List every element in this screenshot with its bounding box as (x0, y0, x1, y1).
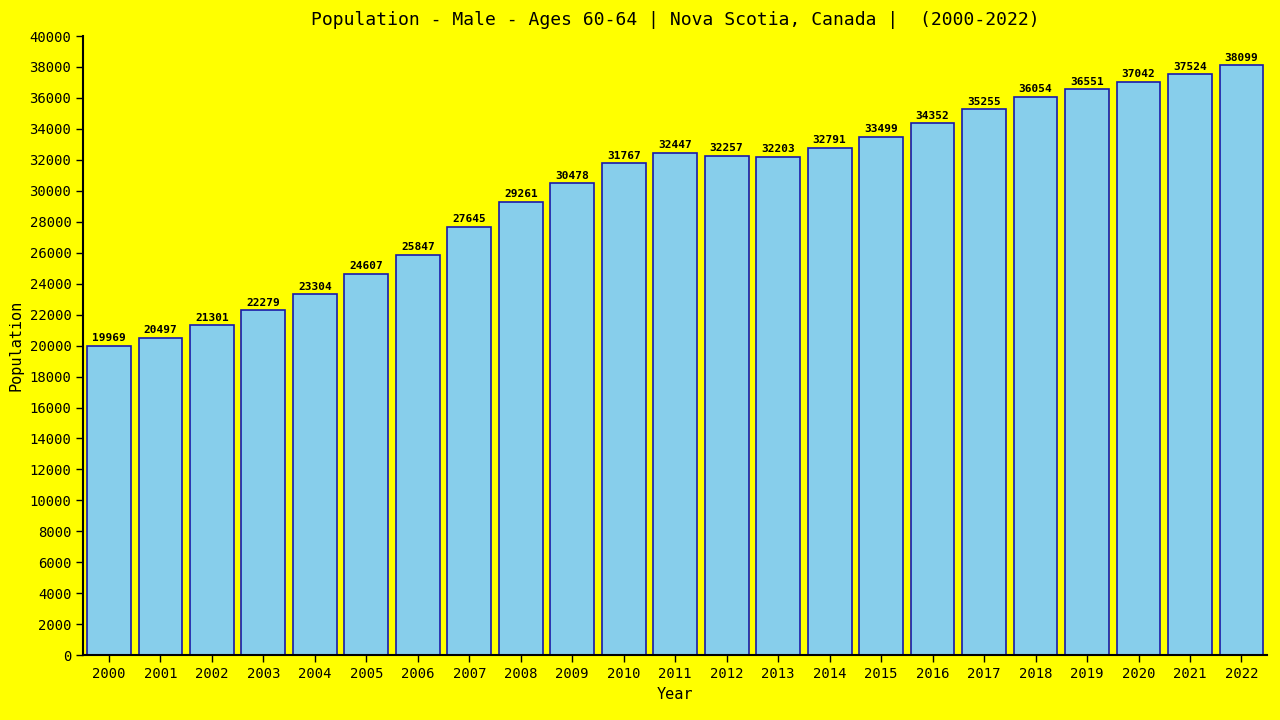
Text: 36054: 36054 (1019, 84, 1052, 94)
X-axis label: Year: Year (657, 687, 694, 701)
Bar (1220, 66, 1263, 655)
Text: 32203: 32203 (762, 144, 795, 154)
Text: 22279: 22279 (247, 297, 280, 307)
Bar (189, 325, 234, 655)
Bar (344, 274, 388, 655)
Bar (705, 156, 749, 655)
Bar (1014, 97, 1057, 655)
Bar (499, 202, 543, 655)
Bar (859, 137, 902, 655)
Bar (448, 228, 492, 655)
Text: 25847: 25847 (401, 243, 435, 252)
Bar (910, 123, 955, 655)
Text: 29261: 29261 (504, 189, 538, 199)
Text: 31767: 31767 (607, 150, 640, 161)
Y-axis label: Population: Population (9, 300, 24, 391)
Bar (653, 153, 698, 655)
Text: 21301: 21301 (195, 312, 229, 323)
Bar (1169, 74, 1212, 655)
Bar (87, 346, 131, 655)
Bar (1116, 82, 1161, 655)
Text: 33499: 33499 (864, 124, 899, 134)
Bar (756, 157, 800, 655)
Text: 37042: 37042 (1121, 69, 1156, 79)
Text: 23304: 23304 (298, 282, 332, 292)
Bar (808, 148, 851, 655)
Bar (396, 255, 440, 655)
Bar (550, 184, 594, 655)
Text: 32447: 32447 (658, 140, 692, 150)
Text: 30478: 30478 (556, 171, 589, 181)
Text: 37524: 37524 (1172, 61, 1207, 71)
Text: 27645: 27645 (452, 215, 486, 225)
Text: 32257: 32257 (710, 143, 744, 153)
Bar (138, 338, 182, 655)
Text: 35255: 35255 (968, 96, 1001, 107)
Text: 24607: 24607 (349, 261, 383, 271)
Bar (602, 163, 645, 655)
Bar (242, 310, 285, 655)
Title: Population - Male - Ages 60-64 | Nova Scotia, Canada |  (2000-2022): Population - Male - Ages 60-64 | Nova Sc… (311, 11, 1039, 29)
Text: 34352: 34352 (915, 111, 950, 121)
Text: 20497: 20497 (143, 325, 178, 335)
Bar (963, 109, 1006, 655)
Text: 32791: 32791 (813, 135, 846, 145)
Bar (1065, 89, 1108, 655)
Text: 36551: 36551 (1070, 76, 1103, 86)
Text: 19969: 19969 (92, 333, 125, 343)
Bar (293, 294, 337, 655)
Text: 38099: 38099 (1225, 53, 1258, 63)
